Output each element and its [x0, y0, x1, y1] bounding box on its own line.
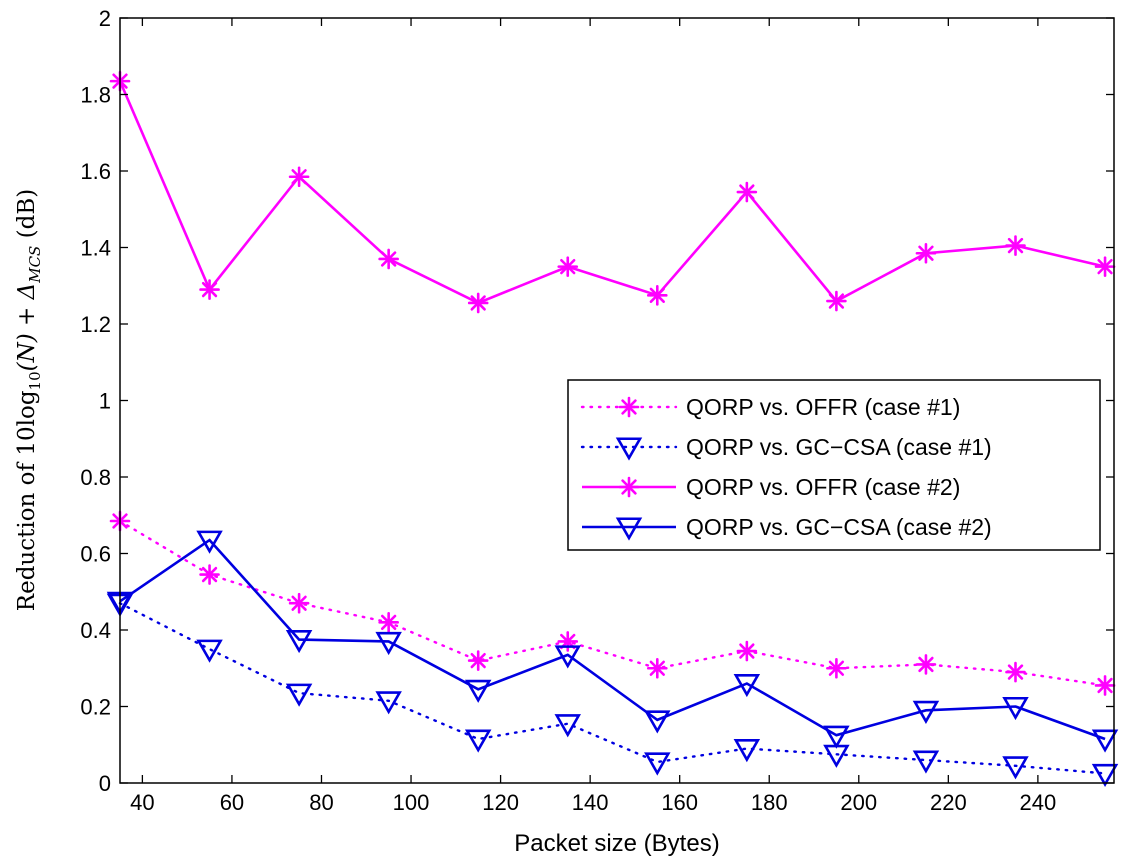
legend-marker-2: [615, 437, 643, 461]
y-axis-label-prefix: Reduction of 10log: [14, 390, 40, 611]
series-2-line: [118, 602, 1107, 775]
y-tick-label-1: 0: [99, 771, 111, 796]
series-3-point-12: [1094, 256, 1116, 277]
x-tick-label-10: 220: [930, 790, 967, 815]
y-tick-label-11: 2: [99, 6, 111, 31]
series-3-point-6: [557, 256, 579, 277]
x-tick-label-5: 120: [482, 790, 519, 815]
series-4-point-7: [644, 710, 671, 734]
series-2-point-8: [733, 739, 761, 763]
legend-label-4: QORP vs. GC−CSA (case #2): [686, 514, 992, 540]
series-3-point-4: [378, 248, 399, 270]
series-3-point-10: [915, 242, 937, 264]
ticks-layer: 40 60 80 100 120 140 160 180 200 220 240 0 0.2 0.4 0.6…: [80, 6, 1114, 815]
series-2-point-3: [285, 683, 313, 707]
y-tick-label-3: 0.4: [80, 618, 111, 643]
y-axis-label-suffix: (dB): [14, 189, 40, 246]
y-axis-label-sub1: 10: [26, 371, 44, 390]
series-4-point-6: [554, 645, 581, 669]
y-tick-label-6: 1: [99, 389, 111, 414]
series-3-point-5: [467, 292, 489, 314]
legend-marker-3: [618, 476, 640, 498]
series-3-point-3: [288, 166, 310, 188]
x-tick-label-1: 40: [130, 790, 154, 815]
series-1-point-8: [736, 640, 758, 662]
series-1: [109, 510, 1116, 696]
series-layer: [106, 70, 1119, 788]
series-2-point-7: [644, 752, 671, 776]
series-3-point-11: [1005, 235, 1026, 256]
series-2-point-5: [464, 729, 492, 753]
series-1-line: [118, 519, 1107, 687]
series-3-point-8: [736, 181, 758, 203]
x-tick-label-7: 160: [661, 790, 698, 815]
series-1-point-11: [1005, 661, 1026, 683]
legend-entry-2: QORP vs. GC−CSA (case #1): [580, 434, 992, 461]
series-3-line: [118, 80, 1106, 305]
legend-marker-4: [615, 517, 643, 541]
series-1-point-2: [199, 564, 220, 585]
series-2-point-11: [1002, 756, 1029, 780]
x-tick-label-4: 100: [393, 790, 430, 815]
legend-marker-1: [618, 396, 640, 418]
legend-entry-1: QORP vs. OFFR (case #1): [580, 394, 960, 420]
series-1-point-3: [288, 592, 310, 614]
legend: QORP vs. OFFR (case #1) QORP vs. GC−CSA (…: [567, 379, 1101, 551]
legend-label-1: QORP vs. OFFR (case #1): [686, 394, 960, 420]
series-1-point-12: [1094, 675, 1116, 696]
x-tick-label-6: 140: [572, 790, 609, 815]
series-4-point-9: [823, 725, 850, 749]
series-3: [109, 70, 1116, 314]
series-2-point-12: [1091, 763, 1119, 788]
series-4-point-4: [375, 631, 402, 656]
y-axis-label: Reduction of 10log10(N) + ΔMCS (dB): [14, 189, 44, 611]
series-4-point-5: [464, 679, 492, 703]
series-4-line: [119, 538, 1106, 741]
legend-label-2: QORP vs. GC−CSA (case #1): [686, 434, 992, 460]
legend-label-3: QORP vs. OFFR (case #2): [686, 474, 960, 500]
legend-entry-3: QORP vs. OFFR (case #2): [582, 474, 960, 500]
series-3-point-7: [646, 285, 668, 306]
x-tick-label-11: 240: [1020, 790, 1057, 815]
legend-entries: QORP vs. OFFR (case #1) QORP vs. GC−CSA (…: [580, 394, 992, 541]
series-4-point-12: [1091, 729, 1119, 753]
series-1-point-9: [826, 657, 847, 679]
x-tick-label-8: 180: [751, 790, 788, 815]
y-axis-label-mid: (N) + Δ: [14, 283, 40, 372]
y-tick-label-2: 0.2: [80, 695, 111, 720]
series-3-point-2: [199, 279, 220, 300]
legend-entry-4: QORP vs. GC−CSA (case #2): [582, 514, 992, 541]
series-4-point-2: [196, 530, 223, 554]
series-1-point-4: [378, 612, 399, 633]
y-axis-label-sub2: MCS: [26, 246, 44, 284]
series-1-point-7: [646, 657, 668, 679]
x-axis-label: Packet size (Bytes): [514, 830, 719, 857]
x-tick-label-2: 60: [220, 790, 244, 815]
series-2-point-10: [912, 750, 940, 774]
series-4-point-3: [285, 630, 313, 654]
series-2-point-4: [375, 691, 402, 715]
y-tick-label-10: 1.8: [80, 83, 111, 108]
y-tick-label-9: 1.6: [80, 159, 111, 184]
x-tick-label-3: 80: [309, 790, 333, 815]
x-tick-label-9: 200: [840, 790, 877, 815]
series-4-point-10: [912, 700, 940, 724]
series-3-point-9: [826, 290, 847, 312]
series-4-point-11: [1002, 696, 1029, 721]
series-4-point-8: [733, 673, 761, 698]
y-tick-label-4: 0.6: [80, 542, 111, 567]
series-4: [106, 530, 1119, 753]
series-2-point-2: [196, 639, 223, 663]
y-tick-label-5: 0.8: [80, 465, 111, 490]
series-1-point-10: [915, 654, 937, 675]
legend-box: [567, 379, 1101, 551]
y-tick-label-7: 1.2: [80, 312, 111, 337]
series-2-point-6: [554, 714, 581, 738]
y-tick-label-8: 1.4: [80, 236, 111, 261]
series-1-point-5: [467, 650, 489, 671]
